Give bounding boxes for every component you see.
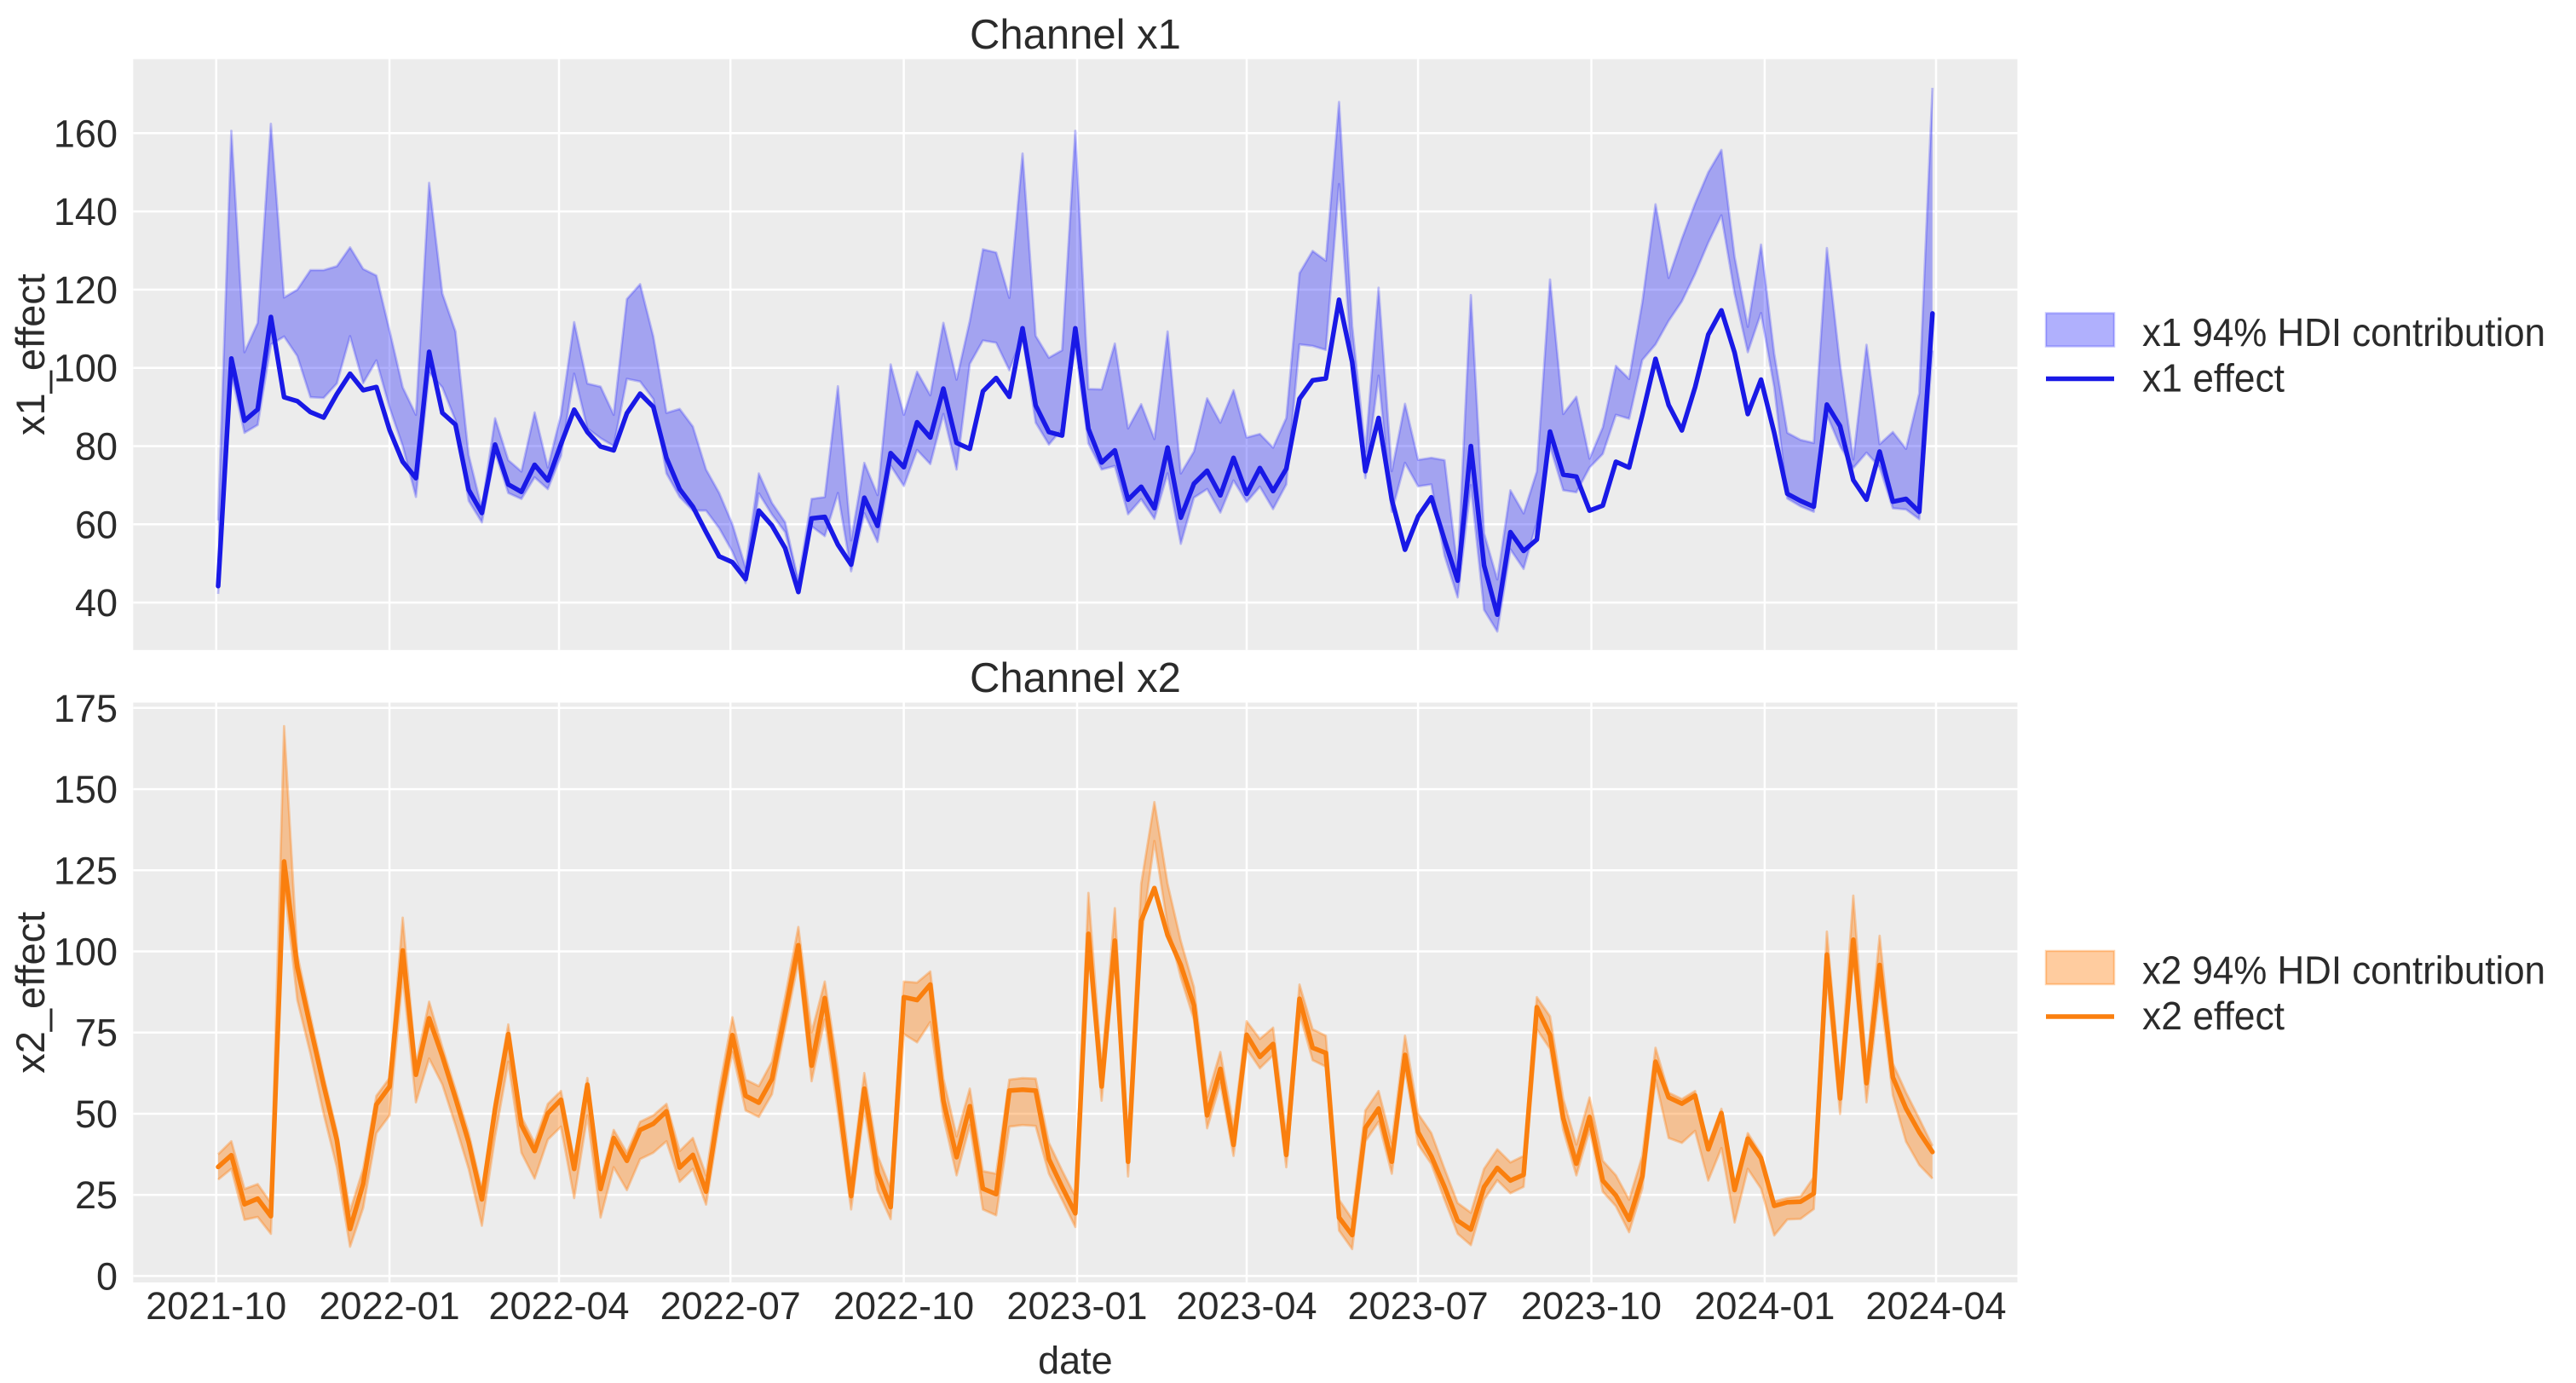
svg-text:x2_effect: x2_effect: [8, 912, 53, 1074]
svg-text:50: 50: [75, 1092, 118, 1136]
svg-text:Channel x2: Channel x2: [970, 655, 1181, 701]
svg-text:x1 effect: x1 effect: [2142, 356, 2285, 400]
svg-text:125: 125: [54, 849, 118, 892]
svg-text:2022-01: 2022-01: [320, 1284, 460, 1328]
svg-text:100: 100: [54, 347, 118, 390]
svg-text:x1_effect: x1_effect: [8, 274, 53, 435]
svg-text:2022-07: 2022-07: [660, 1284, 801, 1328]
svg-text:0: 0: [96, 1254, 118, 1298]
svg-text:2024-01: 2024-01: [1694, 1284, 1835, 1328]
svg-text:100: 100: [54, 931, 118, 974]
svg-text:x1 94% HDI contribution: x1 94% HDI contribution: [2142, 310, 2545, 354]
svg-text:2022-10: 2022-10: [833, 1284, 974, 1328]
svg-text:60: 60: [75, 503, 118, 546]
svg-text:2021-10: 2021-10: [146, 1284, 286, 1328]
svg-text:160: 160: [54, 112, 118, 155]
svg-text:2022-04: 2022-04: [488, 1284, 629, 1328]
svg-text:175: 175: [54, 687, 118, 730]
svg-text:2023-10: 2023-10: [1521, 1284, 1662, 1328]
svg-text:Channel x1: Channel x1: [970, 12, 1181, 58]
svg-text:80: 80: [75, 425, 118, 469]
svg-text:x2 effect: x2 effect: [2142, 994, 2285, 1038]
svg-text:2023-07: 2023-07: [1348, 1284, 1489, 1328]
svg-text:140: 140: [54, 190, 118, 233]
svg-text:40: 40: [75, 581, 118, 625]
svg-text:150: 150: [54, 768, 118, 811]
svg-text:2023-04: 2023-04: [1176, 1284, 1317, 1328]
svg-text:date: date: [1038, 1339, 1113, 1382]
svg-text:2023-01: 2023-01: [1006, 1284, 1147, 1328]
svg-text:75: 75: [75, 1011, 118, 1055]
svg-text:x2 94% HDI contribution: x2 94% HDI contribution: [2142, 948, 2545, 993]
svg-text:120: 120: [54, 268, 118, 312]
svg-text:2024-04: 2024-04: [1865, 1284, 2006, 1328]
svg-text:25: 25: [75, 1173, 118, 1217]
